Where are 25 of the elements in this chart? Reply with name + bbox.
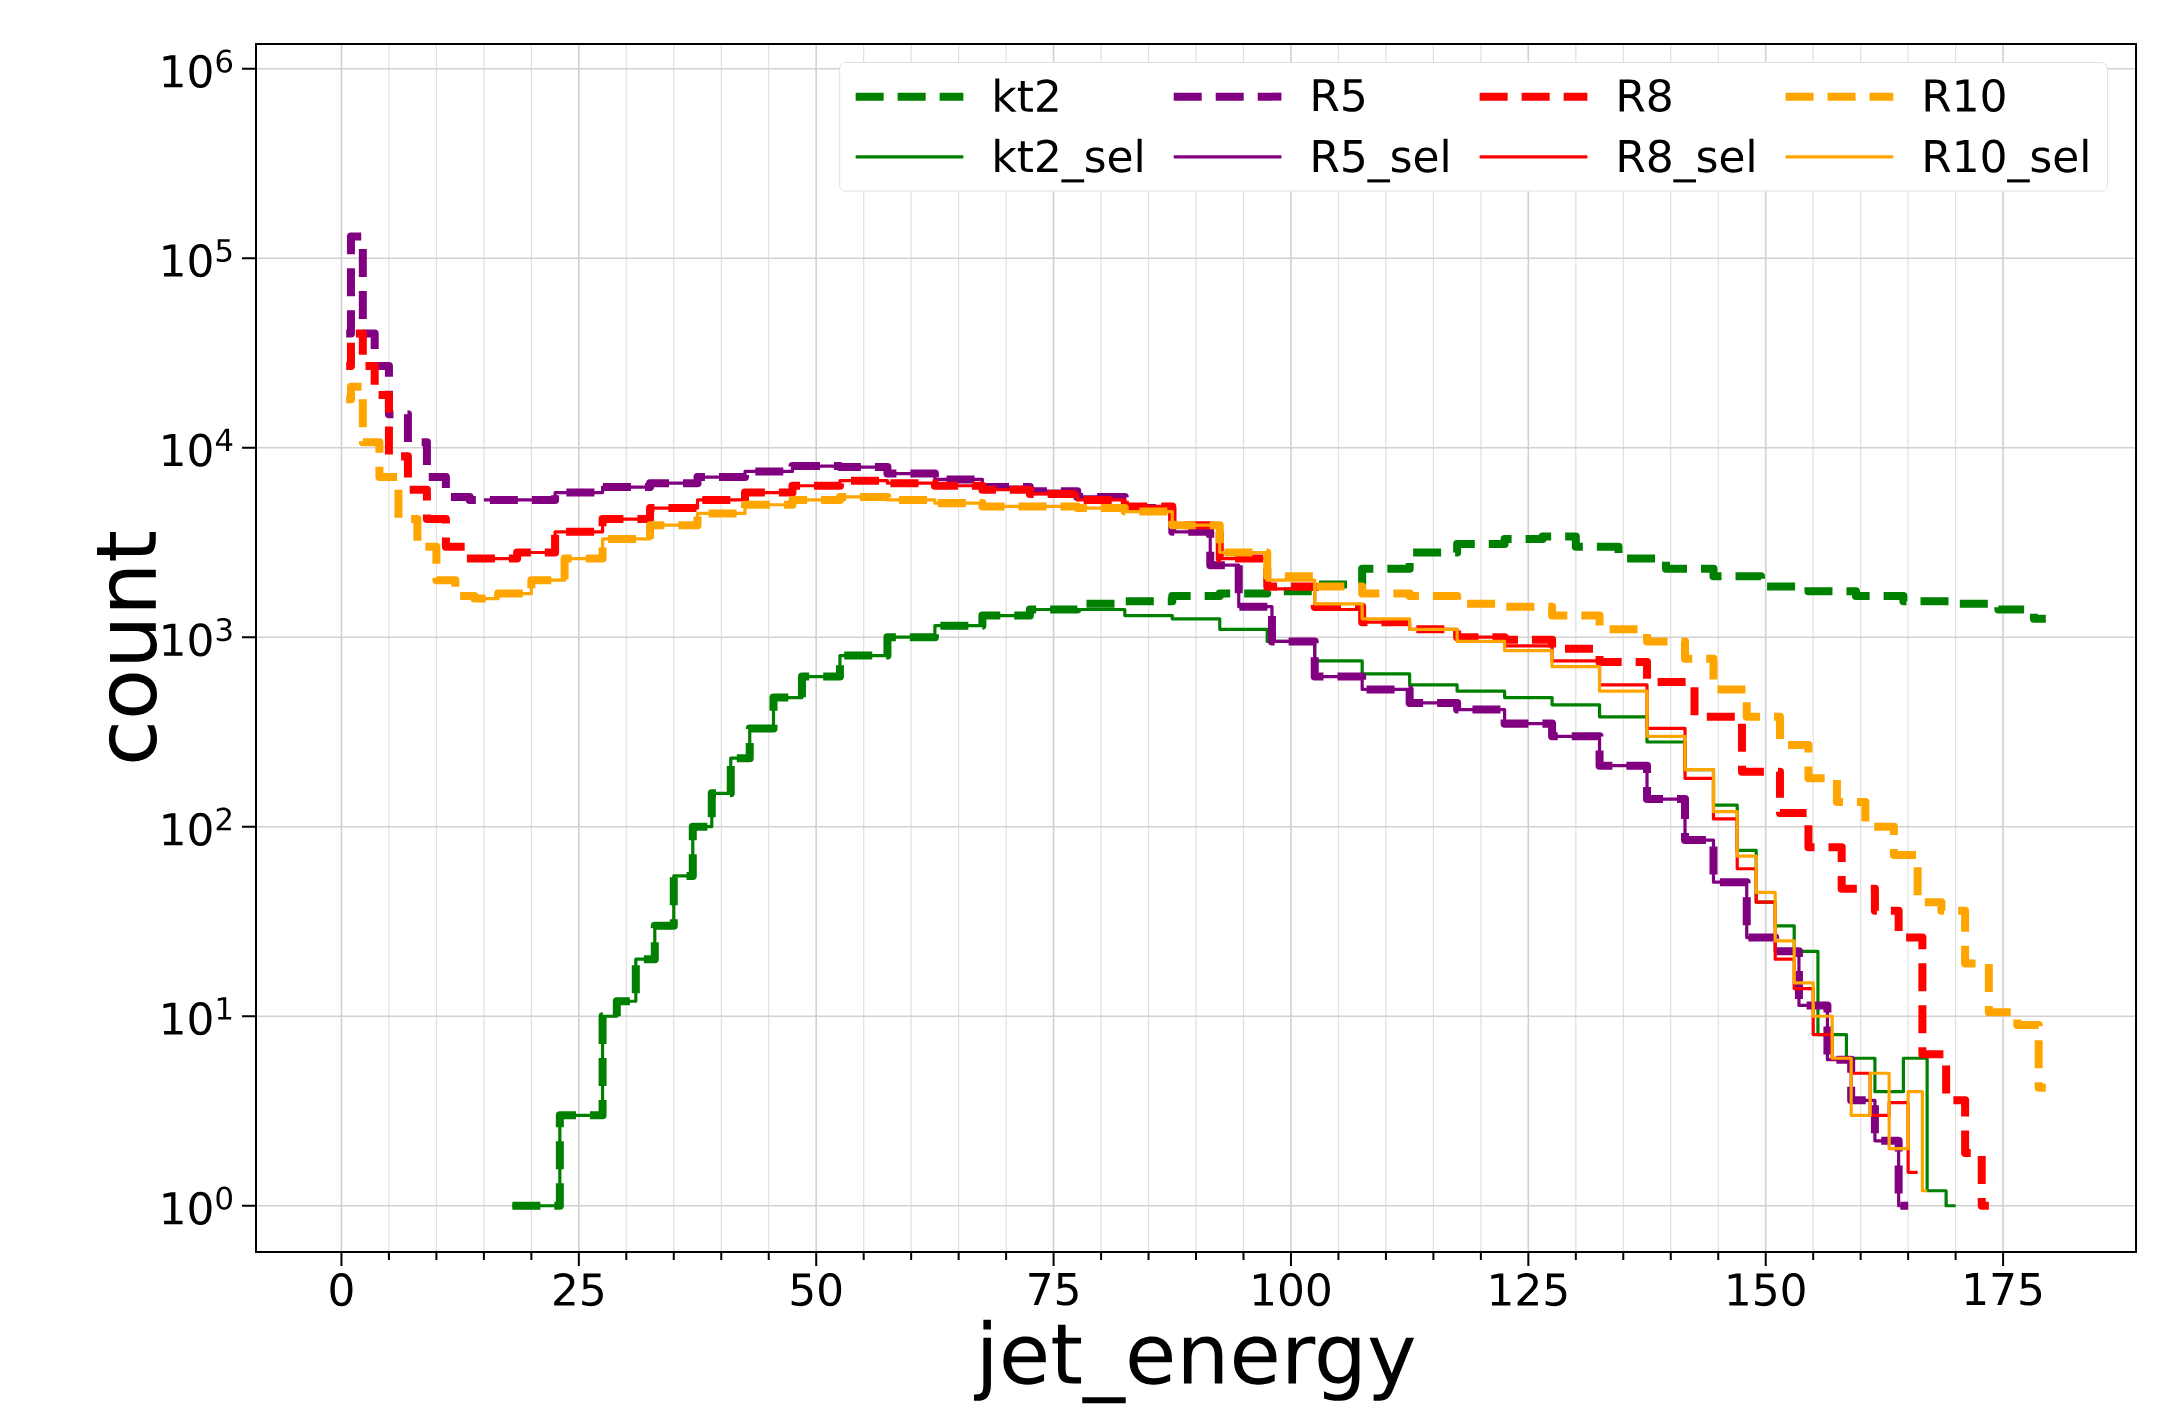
y-tick-label: 10$^{4}$ <box>163 428 233 467</box>
legend-label: R5 <box>1313 79 1364 112</box>
x-axis-title: jet_energy <box>974 1319 1415 1404</box>
y-tick-label: 10$^{0}$ <box>163 1186 232 1225</box>
legend-label: R5_sel <box>1313 138 1448 183</box>
x-tick-label: 100 <box>1253 1273 1330 1307</box>
legend-label: R10_sel <box>1925 138 2088 183</box>
x-tick-label: 75 <box>1029 1273 1078 1306</box>
x-tick-label: 25 <box>554 1273 603 1307</box>
legend-label: kt2_sel <box>995 138 1142 183</box>
x-tick-label: 175 <box>1966 1273 2042 1306</box>
y-tick-label: 10$^{2}$ <box>163 807 231 846</box>
legend-label: R8_sel <box>1619 138 1754 183</box>
legend-label: kt2 <box>995 78 1058 112</box>
y-tick-label: 10$^{5}$ <box>163 239 232 278</box>
y-tick-label: 10$^{6}$ <box>163 49 233 88</box>
legend-label: R8 <box>1619 78 1671 113</box>
legend-label: R10 <box>1925 78 2005 113</box>
y-tick-label: 10$^{3}$ <box>163 618 232 657</box>
x-tick-label: 150 <box>1728 1273 1805 1307</box>
y-axis-title: count <box>97 531 157 762</box>
x-tick-label: 0 <box>330 1273 353 1307</box>
y-tick-label: 10$^{1}$ <box>163 997 232 1036</box>
x-tick-label: 50 <box>791 1273 842 1307</box>
x-tick-label: 125 <box>1491 1273 1567 1307</box>
